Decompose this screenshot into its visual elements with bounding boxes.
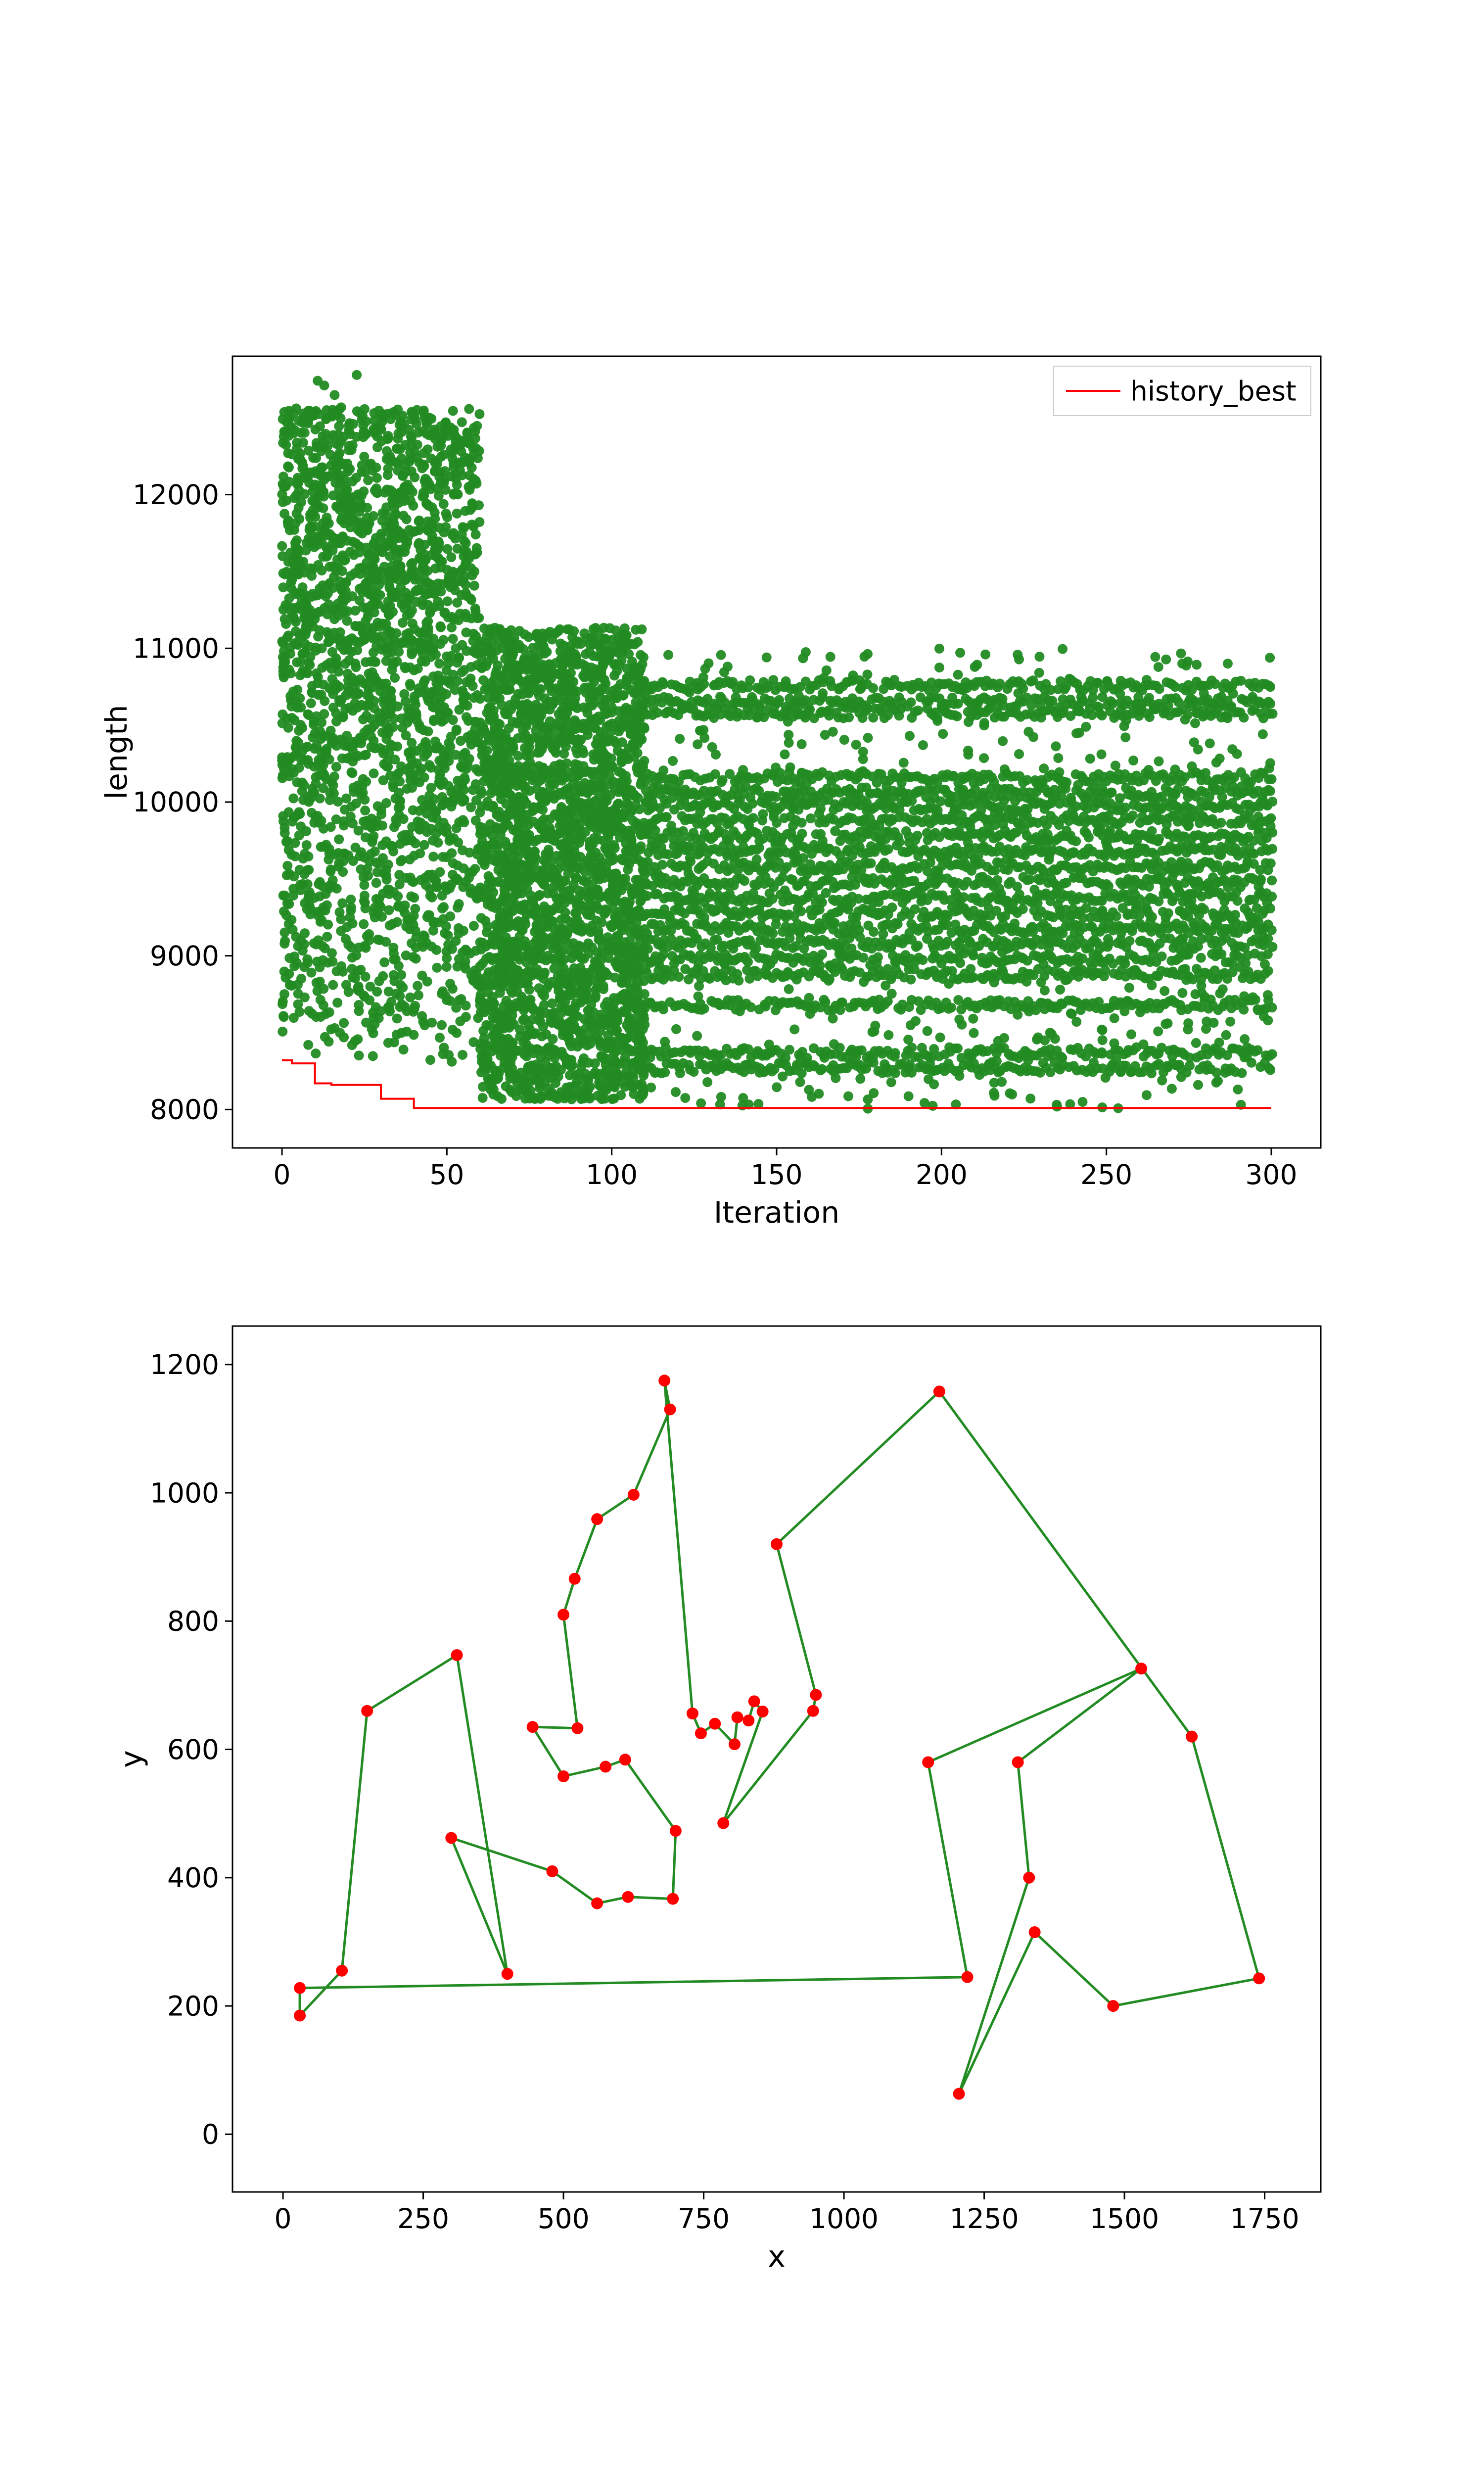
- y-axis-label: y: [114, 1750, 149, 1768]
- y-tick-label: 1000: [150, 1477, 219, 1509]
- tour-node: [294, 2010, 306, 2022]
- tour-node: [709, 1718, 721, 1730]
- y-tick-label: 200: [167, 1990, 219, 2022]
- y-tick-label: 8000: [150, 1094, 219, 1126]
- tour-node: [922, 1756, 934, 1768]
- x-tick-label: 1250: [950, 2203, 1019, 2235]
- tour-node: [600, 1761, 611, 1773]
- y-tick-label: 11000: [133, 633, 219, 665]
- x-tick-label: 100: [586, 1159, 638, 1190]
- tour-node: [742, 1714, 754, 1726]
- y-tick-label: 9000: [150, 940, 219, 972]
- tour-node: [591, 1513, 603, 1525]
- x-axis-label: x: [768, 2239, 786, 2274]
- tour-node: [619, 1754, 631, 1765]
- tour-node: [1186, 1731, 1198, 1743]
- tour-node: [527, 1721, 539, 1733]
- tour-node: [810, 1689, 822, 1701]
- tour-node: [1107, 2000, 1119, 2012]
- tour-node: [451, 1649, 463, 1661]
- tour-node: [807, 1705, 819, 1717]
- x-tick-label: 1000: [809, 2203, 879, 2235]
- tour-node: [569, 1573, 581, 1585]
- y-tick-label: 10000: [133, 786, 219, 818]
- x-tick-label: 1750: [1230, 2203, 1299, 2235]
- y-tick-label: 1200: [150, 1349, 219, 1380]
- tour-node: [717, 1817, 729, 1829]
- tour-node: [748, 1695, 760, 1707]
- y-tick-label: 600: [167, 1734, 219, 1765]
- tour-node: [1135, 1663, 1147, 1674]
- tour-node: [336, 1965, 348, 1977]
- plot-frame: [232, 1326, 1321, 2192]
- tour-node: [667, 1893, 679, 1905]
- tour-node: [771, 1538, 783, 1550]
- x-tick-label: 0: [274, 1159, 291, 1190]
- x-tick-label: 500: [538, 2203, 590, 2235]
- tour-node: [1023, 1872, 1035, 1884]
- tour-node: [953, 2088, 965, 2100]
- tour-node: [546, 1865, 558, 1877]
- legend-label: history_best: [1130, 375, 1297, 407]
- x-tick-label: 250: [1080, 1159, 1132, 1190]
- y-axis-label: length: [99, 705, 134, 799]
- y-tick-label: 12000: [133, 479, 219, 511]
- y-tick-label: 800: [167, 1606, 219, 1637]
- tour-node: [361, 1705, 373, 1717]
- x-tick-label: 1500: [1090, 2203, 1159, 2235]
- x-tick-label: 50: [429, 1159, 464, 1190]
- tour-node: [591, 1898, 603, 1909]
- tour-node: [628, 1489, 640, 1501]
- page: 0501001502002503008000900010000110001200…: [0, 0, 1484, 2474]
- tour-node: [757, 1706, 769, 1717]
- y-tick-label: 400: [167, 1862, 219, 1894]
- legend: history_best: [1054, 366, 1311, 416]
- figure-svg: 0501001502002503008000900010000110001200…: [0, 0, 1484, 2474]
- tour-node: [962, 1971, 974, 1983]
- tour-node: [933, 1385, 945, 1397]
- tour-node: [557, 1770, 569, 1782]
- tour-node: [670, 1825, 682, 1837]
- y-tick-label: 0: [202, 2119, 219, 2150]
- tour-node: [502, 1968, 513, 1980]
- top-chart: 0 50 100 150 200 250 300 8000 9000 10000 11000 1200…: [99, 356, 1321, 1230]
- x-tick-label: 750: [678, 2203, 730, 2235]
- tour-node: [687, 1708, 698, 1719]
- tour-node: [294, 1982, 306, 1994]
- x-axis-label: Iteration: [714, 1195, 840, 1230]
- bottom-chart: 0 250 500 750 1000 1250 1500 1750 0 200 400 600 800 1…: [114, 1326, 1321, 2274]
- tour-node: [695, 1727, 707, 1739]
- tour-node: [571, 1722, 583, 1734]
- tour-node: [729, 1738, 741, 1750]
- tour-node: [732, 1712, 743, 1723]
- tour-node: [1029, 1926, 1041, 1938]
- tour-node: [622, 1891, 634, 1903]
- x-tick-label: 250: [397, 2203, 449, 2235]
- tour-node: [1253, 1972, 1265, 1984]
- x-tick-label: 300: [1246, 1159, 1298, 1190]
- x-tick-label: 200: [916, 1159, 968, 1190]
- tour-node: [1012, 1756, 1024, 1768]
- x-tick-label: 150: [751, 1159, 803, 1190]
- tour-node: [557, 1609, 569, 1620]
- tour-node: [664, 1404, 676, 1416]
- tour-node: [445, 1832, 457, 1844]
- x-tick-label: 0: [275, 2203, 292, 2235]
- tour-node: [658, 1375, 670, 1386]
